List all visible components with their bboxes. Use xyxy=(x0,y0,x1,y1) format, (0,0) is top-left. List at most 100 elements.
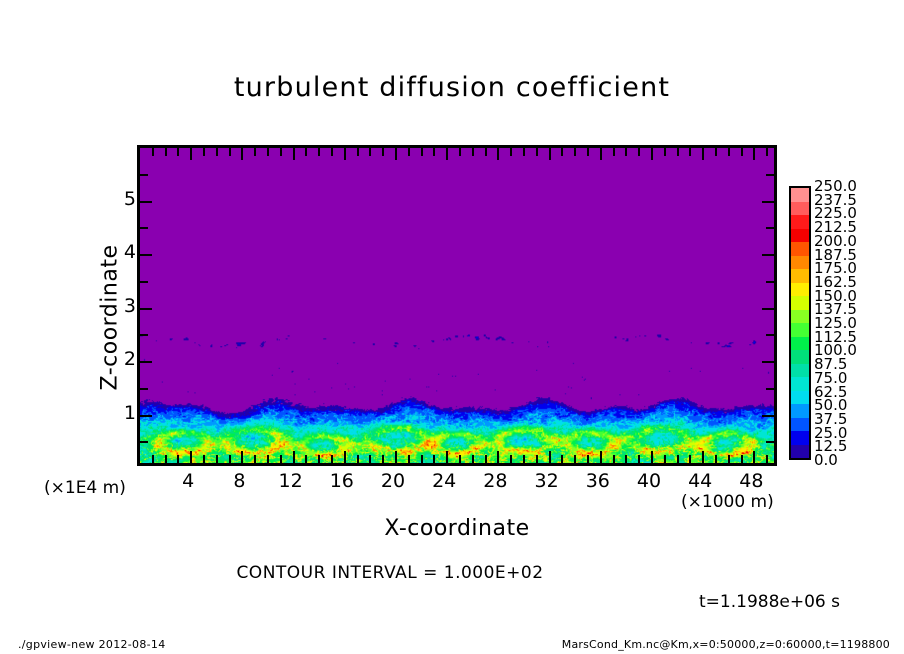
x-axis-tick xyxy=(446,451,449,463)
x-axis-tick xyxy=(638,455,641,463)
colorbar-tick-label: 75.0 xyxy=(814,368,848,387)
colorbar-band xyxy=(791,350,809,364)
y-axis-tick xyxy=(140,173,148,176)
x-axis-tick-label: 36 xyxy=(585,470,610,492)
y-axis-tick xyxy=(762,307,774,310)
colorbar-band xyxy=(791,444,809,458)
x-axis-tick xyxy=(279,455,282,463)
colorbar-band xyxy=(791,296,809,310)
x-axis-tick-label: 28 xyxy=(483,470,508,492)
x-axis-tick xyxy=(471,148,474,156)
x-axis-tick xyxy=(663,148,666,156)
colorbar-band xyxy=(791,336,809,350)
x-axis-tick xyxy=(369,148,372,156)
colorbar-tick-label: 37.5 xyxy=(814,409,848,428)
x-axis-tick xyxy=(279,148,282,156)
x-axis-tick xyxy=(561,455,564,463)
x-axis-tick xyxy=(292,148,295,160)
y-axis-title: Z-coordinate xyxy=(97,244,123,391)
x-axis-tick xyxy=(727,455,730,463)
x-axis-tick xyxy=(561,148,564,156)
y-axis-tick-label: 2 xyxy=(123,348,136,370)
x-axis-tick xyxy=(766,148,769,156)
y-axis-tick xyxy=(766,441,774,444)
colorbar-tick-label: 225.0 xyxy=(814,204,857,223)
x-axis-tick-label: 16 xyxy=(329,470,354,492)
time-stamp-note: t=1.1988e+06 s xyxy=(699,592,840,612)
colorbar-band xyxy=(791,404,809,418)
x-axis-tick-label: 4 xyxy=(182,470,195,492)
x-axis-tick xyxy=(433,455,436,463)
x-axis-tick xyxy=(548,148,551,160)
x-axis-tick xyxy=(305,148,308,156)
x-axis-tick xyxy=(228,455,231,463)
plot-area xyxy=(137,145,777,466)
colorbar-tick-label: 187.5 xyxy=(814,245,857,264)
colorbar-tick-label: 175.0 xyxy=(814,259,857,278)
x-axis-tick xyxy=(267,148,269,156)
turbulent-diffusion-heatmap xyxy=(140,148,774,463)
x-axis-tick xyxy=(407,455,410,463)
x-axis-tick xyxy=(740,148,743,156)
colorbar-band xyxy=(791,188,809,202)
x-axis-tick xyxy=(190,148,193,160)
x-axis-tick xyxy=(651,451,653,463)
x-axis-tick xyxy=(356,455,359,463)
x-axis-tick xyxy=(510,455,513,463)
y-axis-tick xyxy=(762,414,774,417)
x-axis-tick xyxy=(548,451,551,463)
x-axis-tick xyxy=(433,148,436,156)
x-axis-tick xyxy=(753,148,756,160)
x-axis-tick xyxy=(625,148,628,156)
x-axis-tick xyxy=(510,148,513,156)
x-axis-tick xyxy=(715,148,717,156)
y-axis-tick xyxy=(762,200,774,203)
x-axis-tick xyxy=(535,455,538,463)
x-axis-tick-label: 8 xyxy=(233,470,246,492)
x-axis-unit-label: (×1000 m) xyxy=(681,492,774,512)
x-axis-tick xyxy=(574,455,577,463)
x-axis-tick xyxy=(420,455,423,463)
x-axis-tick-label: 40 xyxy=(636,470,662,492)
colorbar-band xyxy=(791,228,809,242)
colorbar-band xyxy=(791,377,809,391)
x-axis-tick xyxy=(318,148,321,156)
y-axis-tick-label: 1 xyxy=(123,401,136,424)
x-axis-tick xyxy=(689,455,692,463)
y-axis-tick xyxy=(762,361,774,363)
x-axis-tick xyxy=(612,148,615,156)
x-axis-tick xyxy=(612,455,615,463)
x-axis-tick xyxy=(523,455,525,463)
y-axis-tick xyxy=(140,441,148,444)
colorbar-band xyxy=(791,363,809,377)
x-axis-tick xyxy=(702,451,705,463)
colorbar-gradient xyxy=(789,186,811,460)
x-axis-tick xyxy=(228,148,231,156)
x-axis-tick xyxy=(343,148,346,160)
x-axis-tick xyxy=(305,455,308,463)
x-axis-tick xyxy=(382,148,385,156)
page-title: turbulent diffusion coefficient xyxy=(233,72,671,103)
y-axis-tick xyxy=(140,387,148,390)
y-axis-tick xyxy=(140,200,152,203)
x-axis-tick xyxy=(535,148,538,156)
x-axis-tick xyxy=(497,148,500,160)
x-axis-tick xyxy=(638,148,641,156)
x-axis-tick xyxy=(241,148,244,160)
colorbar-tick-label: 212.5 xyxy=(814,218,857,237)
x-axis-tick xyxy=(203,148,205,156)
x-axis-tick xyxy=(343,451,346,463)
y-axis-tick xyxy=(140,361,152,363)
colorbar-band xyxy=(791,215,809,229)
colorbar-tick-label: 112.5 xyxy=(814,327,857,346)
colorbar-tick-label: 137.5 xyxy=(814,300,857,319)
x-axis-tick xyxy=(446,148,449,160)
x-axis-tick-label: 32 xyxy=(534,470,559,492)
x-axis-tick xyxy=(766,455,769,463)
x-axis-tick xyxy=(267,455,269,463)
colorbar-tick-label: 100.0 xyxy=(814,341,857,360)
colorbar xyxy=(789,186,811,460)
y-axis-tick xyxy=(762,254,774,256)
colorbar-tick-label: 62.5 xyxy=(814,382,848,401)
y-axis-tick xyxy=(140,414,152,417)
